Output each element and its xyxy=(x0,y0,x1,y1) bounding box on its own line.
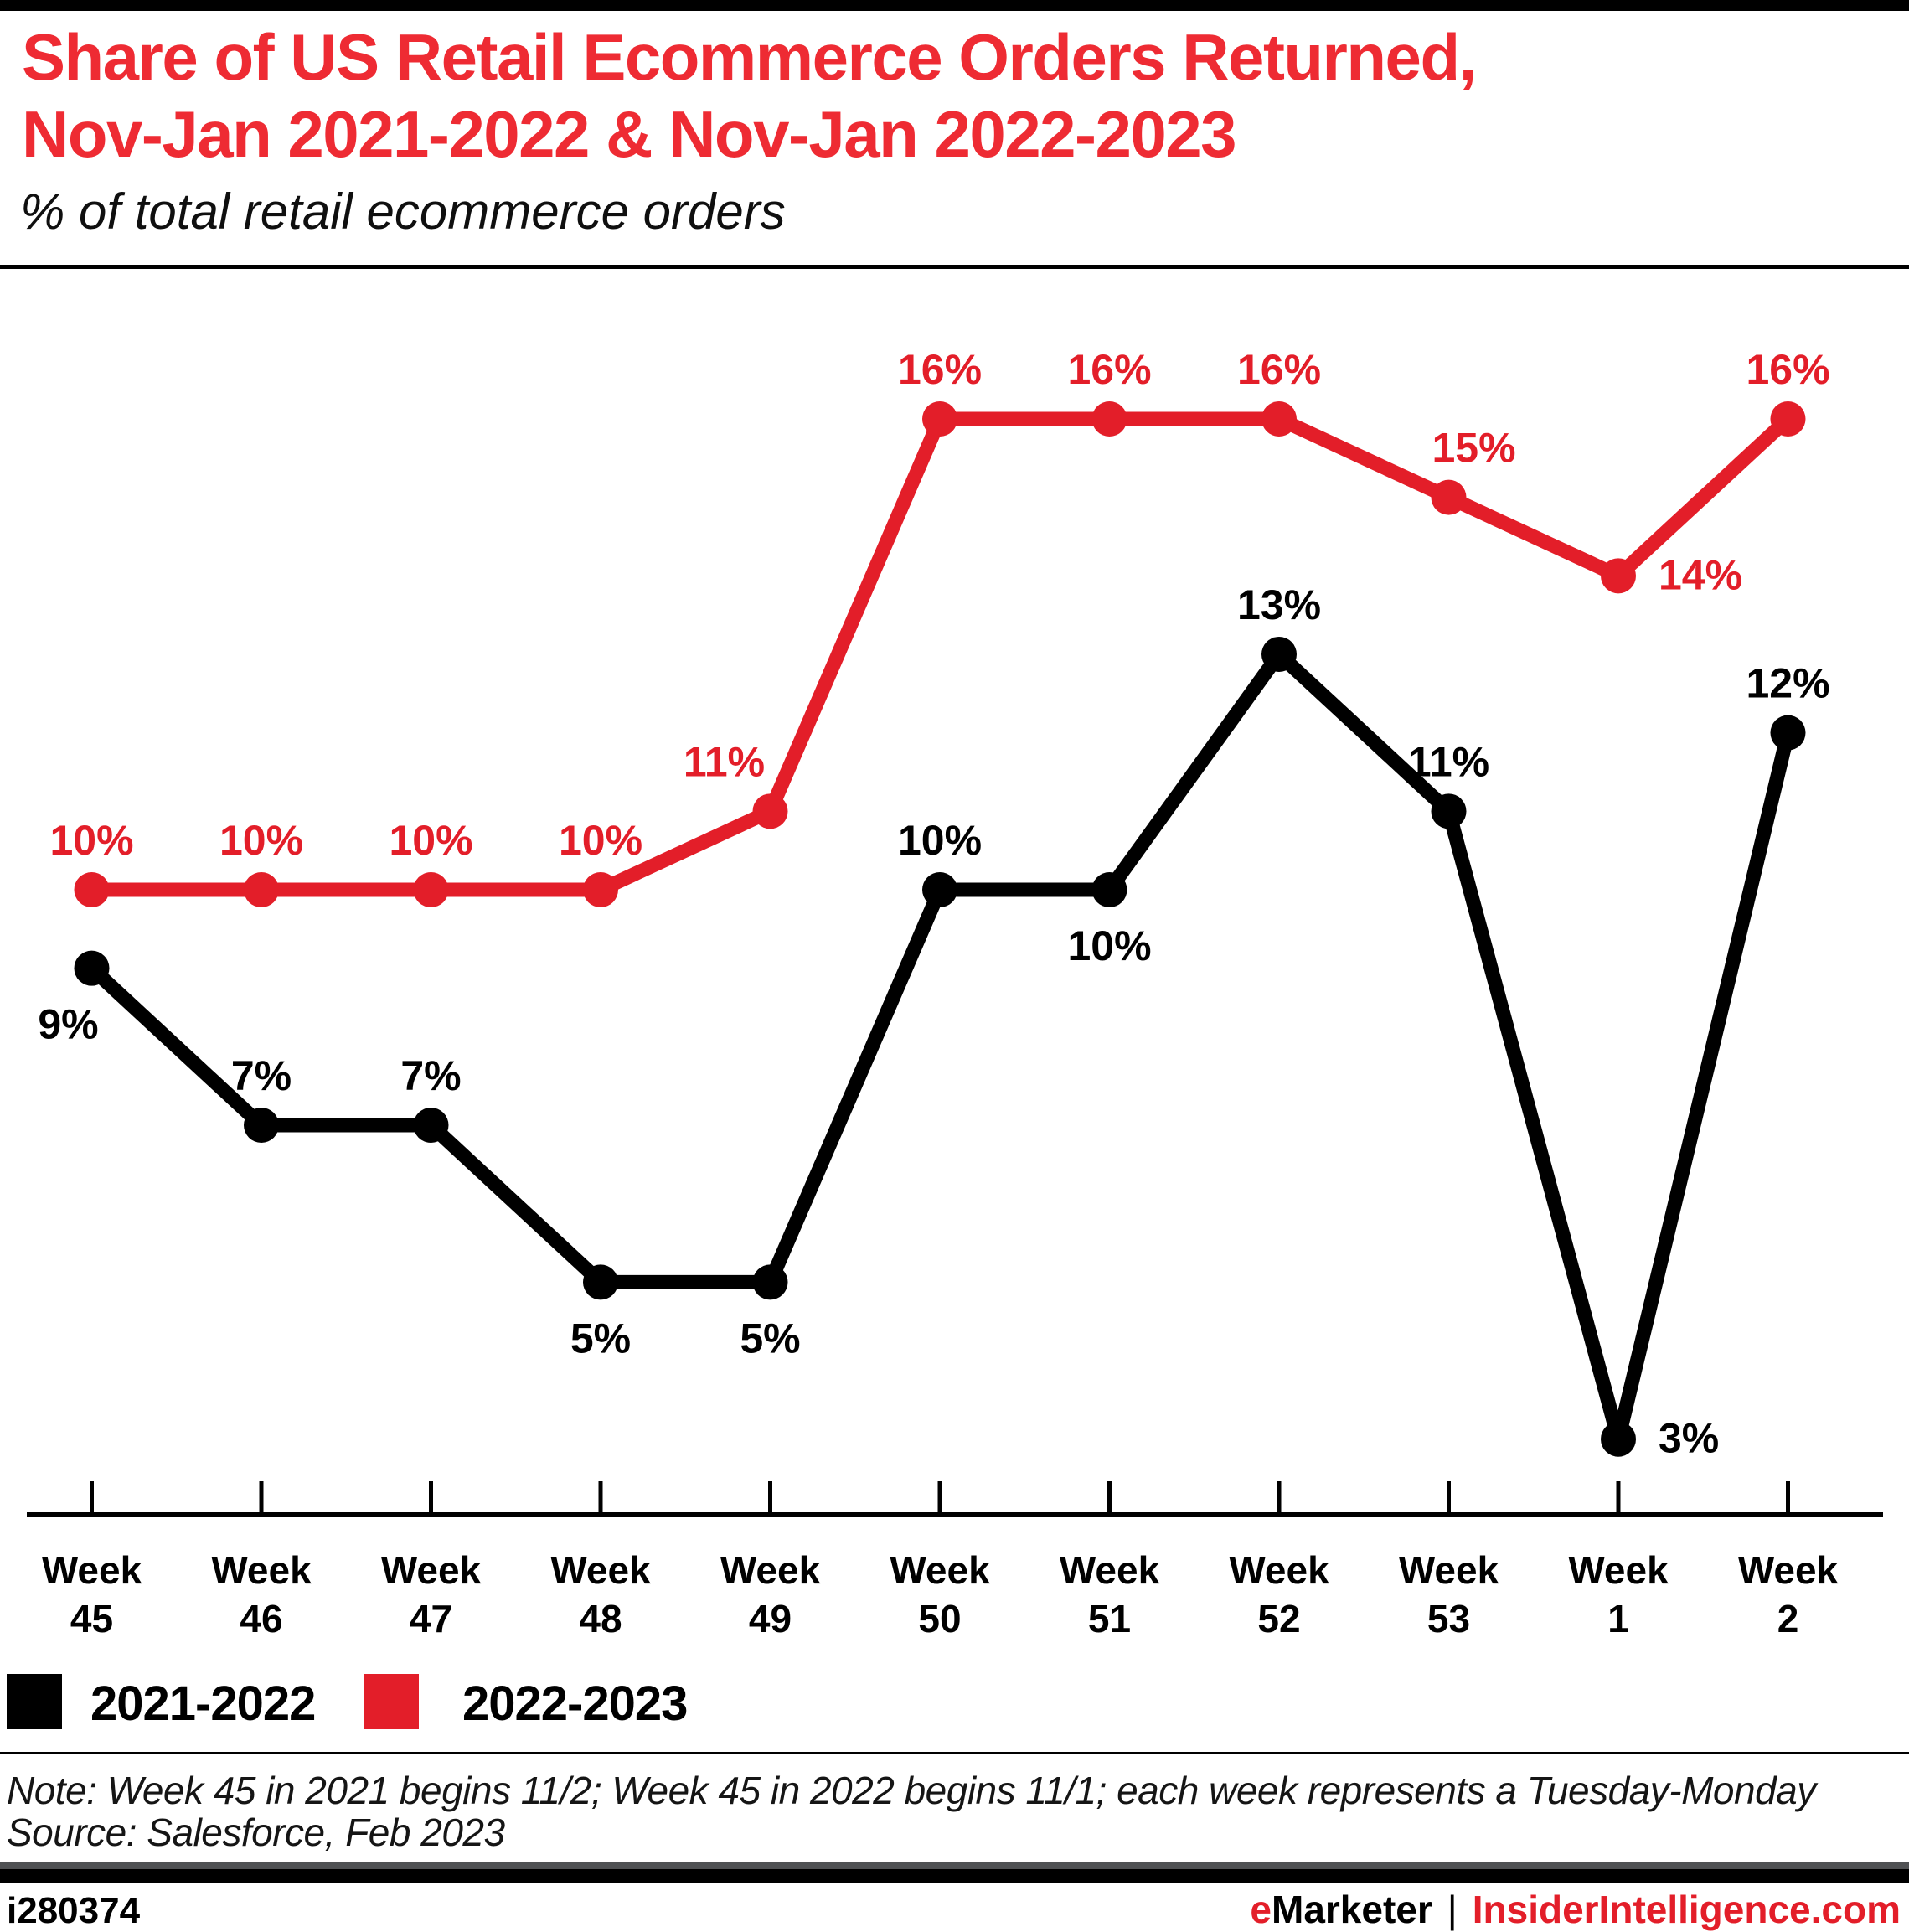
data-point xyxy=(583,872,618,907)
note-text: Note: Week 45 in 2021 begins 11/2; Week … xyxy=(7,1769,1816,1812)
footnote-divider xyxy=(0,1752,1909,1754)
top-black-bar xyxy=(0,0,1909,11)
data-point xyxy=(413,1108,449,1144)
footer-bar-black xyxy=(0,1869,1909,1883)
data-point xyxy=(1601,558,1636,594)
brand-separator: | xyxy=(1447,1888,1458,1931)
x-axis-label: Week 1 xyxy=(1568,1548,1669,1640)
x-axis-label: Week 52 xyxy=(1229,1548,1329,1640)
data-label: 16% xyxy=(898,346,982,393)
data-point xyxy=(413,872,449,907)
data-point xyxy=(1770,400,1806,437)
data-label: 16% xyxy=(1746,346,1829,393)
chart-title: Share of US Retail Ecommerce Orders Retu… xyxy=(22,18,1477,173)
emarketer-logo-rest: Marketer xyxy=(1272,1888,1432,1931)
data-point xyxy=(752,793,788,829)
data-label: 3% xyxy=(1659,1415,1719,1462)
header-divider xyxy=(0,265,1909,269)
data-label: 10% xyxy=(389,817,472,864)
chart-subtitle: % of total retail ecommerce orders xyxy=(20,183,786,240)
data-point xyxy=(244,1108,279,1144)
data-label: 16% xyxy=(1067,346,1151,393)
data-label: 16% xyxy=(1237,346,1321,393)
data-label: 5% xyxy=(740,1315,800,1361)
data-point xyxy=(1431,793,1467,829)
x-axis-label: Week 46 xyxy=(211,1548,312,1640)
data-label: 12% xyxy=(1746,660,1829,707)
emarketer-logo-e: e xyxy=(1250,1888,1272,1931)
brand-lockup: eMarketer | InsiderIntelligence.com xyxy=(1250,1887,1901,1932)
data-point xyxy=(244,872,279,907)
data-label: 10% xyxy=(1067,922,1151,969)
data-point xyxy=(74,872,110,907)
title-line-1: Share of US Retail Ecommerce Orders Retu… xyxy=(22,20,1477,94)
data-point xyxy=(1601,1421,1636,1457)
data-label: 5% xyxy=(570,1315,631,1361)
data-point xyxy=(1261,636,1297,672)
insider-intelligence-link[interactable]: InsiderIntelligence.com xyxy=(1472,1888,1901,1931)
data-point xyxy=(1261,400,1297,437)
footer-bar-gray xyxy=(0,1862,1909,1869)
data-point xyxy=(1091,400,1127,437)
data-label: 14% xyxy=(1659,551,1742,598)
data-point xyxy=(1091,872,1127,907)
chart-id: i280374 xyxy=(7,1890,141,1931)
legend-swatch-2022-2023 xyxy=(364,1674,419,1729)
data-label: 7% xyxy=(400,1052,461,1099)
x-axis-label: Week 47 xyxy=(381,1548,482,1640)
x-axis-label: Week 2 xyxy=(1738,1548,1839,1640)
data-point xyxy=(922,872,957,907)
x-axis-label: Week 49 xyxy=(720,1548,821,1640)
data-label: 10% xyxy=(49,817,133,864)
data-point xyxy=(1770,715,1806,751)
x-axis-label: Week 53 xyxy=(1399,1548,1499,1640)
data-label: 10% xyxy=(898,817,982,864)
data-label: 7% xyxy=(231,1052,292,1099)
title-line-2: Nov-Jan 2021-2022 & Nov-Jan 2022-2023 xyxy=(22,97,1237,171)
data-label: 11% xyxy=(1408,738,1489,785)
x-axis-label: Week 48 xyxy=(550,1548,651,1640)
series-line-2021-2022 xyxy=(85,647,1795,1447)
data-label: 9% xyxy=(38,1001,98,1048)
data-point xyxy=(583,1264,618,1300)
data-point xyxy=(752,1264,788,1300)
legend-swatch-2021-2022 xyxy=(7,1674,62,1729)
data-label: 15% xyxy=(1432,425,1515,472)
x-axis-label: Week 50 xyxy=(890,1548,990,1640)
data-label: 11% xyxy=(684,738,765,785)
data-point xyxy=(74,950,110,986)
x-axis-label: Week 45 xyxy=(42,1548,142,1640)
line-chart: Week 45 Week 46 Week 47 Week 48 Week 49 Week 50 Week… xyxy=(27,346,1883,1640)
data-label: 13% xyxy=(1237,581,1321,628)
data-label: 10% xyxy=(219,817,303,864)
data-point xyxy=(1431,479,1467,515)
data-label: 10% xyxy=(559,817,642,864)
legend-label-2021-2022: 2021-2022 xyxy=(90,1676,316,1731)
source-text: Source: Salesforce, Feb 2023 xyxy=(7,1811,505,1854)
legend-label-2022-2023: 2022-2023 xyxy=(462,1676,688,1731)
x-axis-label: Week 51 xyxy=(1060,1548,1160,1640)
data-point xyxy=(922,400,957,437)
